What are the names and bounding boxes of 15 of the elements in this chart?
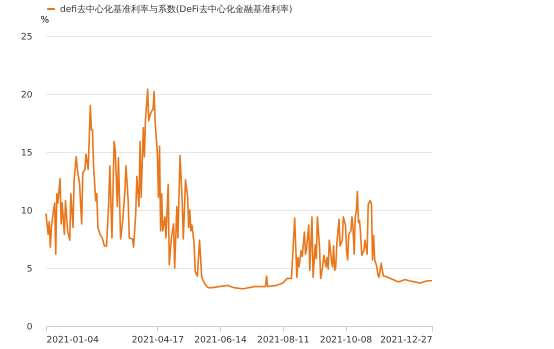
x-tick-label: 2021-01-04: [46, 336, 100, 346]
x-tick-label: 2021-08-11: [257, 336, 310, 346]
legend-label: defi去中心化基准利率与系数(DeFi去中心化金融基准利率): [60, 4, 292, 15]
y-tick-label: 15: [21, 148, 32, 158]
x-tick-label: 2021-04-17: [132, 336, 184, 346]
line-series: [45, 88, 433, 290]
x-tick-label: 2021-12-27: [380, 336, 432, 346]
y-tick-label: 10: [21, 206, 33, 216]
x-tick-label: 2021-10-08: [320, 336, 372, 346]
y-axis-title: %: [40, 16, 50, 26]
x-tick-label: 2021-06-14: [194, 336, 247, 346]
y-tick-label: 25: [21, 32, 32, 42]
y-tick-label: 0: [26, 322, 33, 332]
y-tick-label: 5: [26, 264, 32, 274]
y-tick-label: 20: [21, 90, 33, 100]
